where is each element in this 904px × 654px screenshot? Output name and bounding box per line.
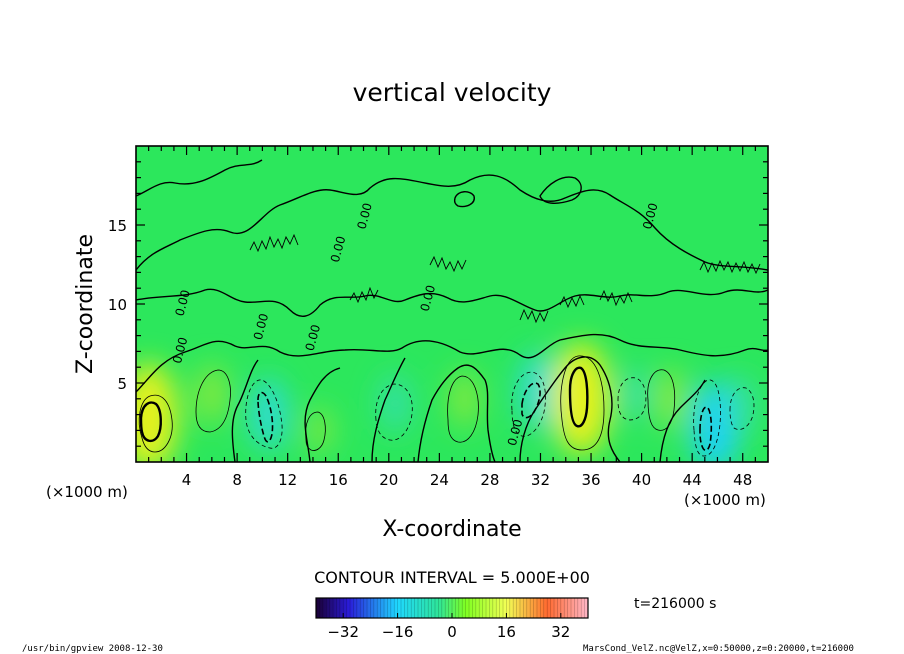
colorbar-tick-label: −16 bbox=[382, 623, 414, 641]
contour-line bbox=[195, 369, 231, 433]
contour-line bbox=[304, 367, 341, 462]
y-tick-label: 5 bbox=[117, 375, 127, 393]
x-tick-label: 16 bbox=[329, 471, 348, 489]
contour-line bbox=[138, 394, 173, 453]
colorbar-ticks: −32 −16 0 16 32 bbox=[327, 613, 570, 641]
contour-line bbox=[257, 391, 274, 443]
x-axis-unit-right: (×1000 m) bbox=[684, 491, 766, 509]
contour-label: 0.00 bbox=[170, 336, 190, 365]
contour-line bbox=[560, 355, 605, 451]
x-tick-label: 24 bbox=[430, 471, 449, 489]
contour-label: 0.00 bbox=[505, 418, 525, 447]
heatmap-cell bbox=[196, 363, 228, 425]
contour-line bbox=[375, 383, 413, 441]
x-tick-label: 32 bbox=[531, 471, 550, 489]
y-axis-label: Z-coordinate bbox=[73, 234, 98, 374]
contour-line bbox=[249, 233, 761, 324]
contour-interval-text: CONTOUR INTERVAL = 5.000E+00 bbox=[314, 568, 590, 587]
chart-title: vertical velocity bbox=[353, 78, 552, 107]
colorbar-tick-label: −32 bbox=[327, 623, 359, 641]
contour-label: 0.00 bbox=[172, 288, 192, 317]
heatmap-cell bbox=[380, 374, 410, 433]
contour-line bbox=[417, 364, 496, 462]
contour-line bbox=[245, 379, 283, 449]
contour-line bbox=[568, 366, 589, 428]
contour-line bbox=[231, 359, 259, 462]
y-axis-ticks: 5 10 15 bbox=[108, 161, 768, 447]
contour-line bbox=[539, 176, 582, 204]
contour-line bbox=[521, 382, 541, 419]
colorbar-tick-label: 16 bbox=[497, 623, 516, 641]
contour-labels: 0.00 0.00 0.00 0.00 0.00 0.00 0.00 0.00 0.00 bbox=[170, 201, 661, 447]
contour-line bbox=[136, 159, 263, 197]
contour-line bbox=[371, 357, 406, 462]
contour-line bbox=[136, 288, 768, 317]
contour-line bbox=[136, 333, 768, 393]
x-tick-label: 40 bbox=[632, 471, 651, 489]
heatmap-cell bbox=[449, 370, 480, 428]
x-tick-label: 8 bbox=[232, 471, 242, 489]
contour-label: 0.00 bbox=[328, 235, 348, 264]
contour-line bbox=[659, 379, 706, 462]
contour-label: 0.00 bbox=[251, 312, 271, 341]
colorbar: −32 −16 0 16 32 bbox=[315, 597, 589, 641]
heatmap-cell bbox=[249, 378, 288, 451]
colorbar-tick-label: 0 bbox=[447, 623, 457, 641]
contour-line bbox=[447, 375, 479, 443]
contour-line bbox=[647, 369, 676, 431]
colorbar-tick-label: 32 bbox=[551, 623, 570, 641]
heatmap-cell bbox=[136, 362, 178, 462]
colorbar-stripes bbox=[319, 598, 585, 618]
heatmap-cell bbox=[307, 407, 332, 454]
contour-line bbox=[693, 379, 721, 457]
contour-line bbox=[136, 174, 768, 271]
contour-label: 0.00 bbox=[354, 201, 374, 230]
footer-right: MarsCond_VelZ.nc@VelZ,x=0:50000,z=0:2000… bbox=[583, 644, 854, 654]
contour-line bbox=[453, 191, 475, 208]
contour-line bbox=[617, 377, 647, 421]
colorbar-gradient bbox=[316, 598, 588, 618]
heatmap-cell bbox=[518, 352, 558, 429]
x-tick-label: 12 bbox=[278, 471, 297, 489]
x-tick-label: 4 bbox=[182, 471, 192, 489]
heatmap-cell bbox=[551, 342, 611, 456]
contour-line bbox=[699, 406, 713, 452]
x-tick-label: 48 bbox=[733, 471, 752, 489]
x-tick-label: 28 bbox=[480, 471, 499, 489]
contour-line bbox=[519, 356, 621, 462]
heatmap-cells bbox=[136, 342, 756, 462]
contour-line bbox=[305, 411, 326, 451]
heatmap-cell bbox=[622, 369, 649, 419]
y-tick-label: 10 bbox=[108, 296, 127, 314]
plot-area: 0.00 0.00 0.00 0.00 0.00 0.00 0.00 0.00 0.00 bbox=[136, 146, 768, 462]
time-label: t=216000 s bbox=[634, 596, 716, 612]
y-tick-label: 15 bbox=[108, 217, 127, 235]
heatmap-cell bbox=[654, 368, 687, 430]
x-tick-label: 44 bbox=[683, 471, 702, 489]
contour-line bbox=[729, 387, 755, 430]
contour-label: 0.00 bbox=[418, 284, 438, 313]
x-axis-ticks: 4 8 12 16 20 24 28 32 36 40 44 48 bbox=[148, 146, 756, 489]
heatmap-cell bbox=[725, 376, 756, 434]
x-tick-label: 36 bbox=[581, 471, 600, 489]
contour-line bbox=[511, 371, 546, 437]
contour-line bbox=[139, 401, 162, 443]
x-tick-label: 20 bbox=[379, 471, 398, 489]
x-axis-unit-left: (×1000 m) bbox=[46, 483, 128, 501]
contour-label: 0.00 bbox=[640, 201, 660, 230]
contour-label: 0.00 bbox=[303, 323, 323, 352]
contour-lines bbox=[136, 159, 768, 462]
footer-left: /usr/bin/gpview 2008-12-30 bbox=[22, 644, 163, 654]
x-axis-label: X-coordinate bbox=[382, 517, 521, 542]
